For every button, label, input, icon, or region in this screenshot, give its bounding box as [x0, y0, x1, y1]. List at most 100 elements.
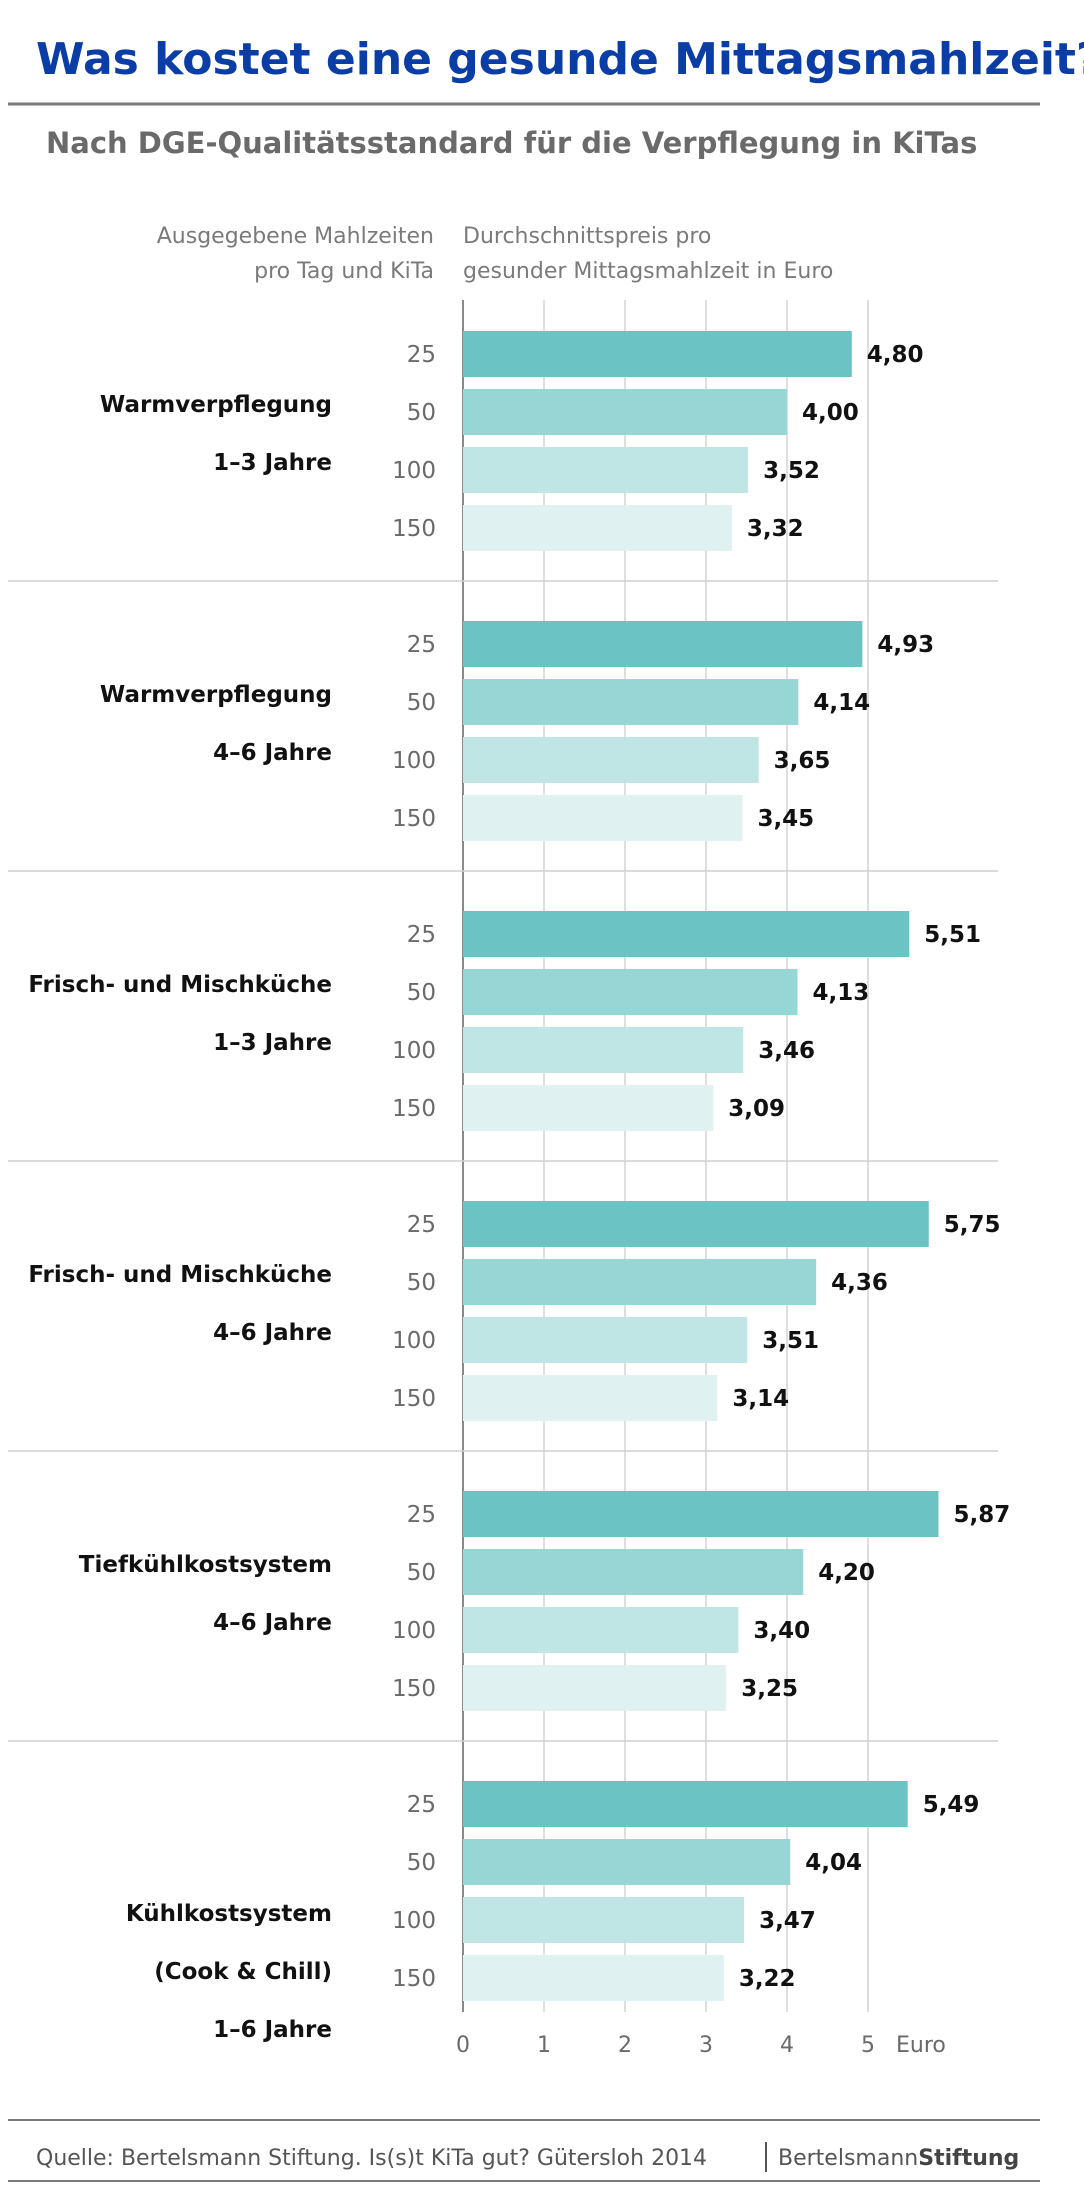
x-tick-label: 3	[699, 2033, 713, 2058]
bar	[463, 1259, 817, 1305]
bar	[463, 1897, 745, 1943]
value-label: 4,13	[813, 980, 870, 1006]
x-tick-label: 1	[537, 2033, 551, 2058]
bar	[463, 1607, 739, 1653]
x-tick-label: 4	[780, 2033, 794, 2058]
value-label: 4,93	[877, 632, 934, 658]
value-label: 3,52	[763, 458, 820, 484]
left-header-line-2: pro Tag und KiTa	[254, 259, 434, 284]
bar	[463, 1549, 804, 1595]
meals-count-label: 25	[407, 1792, 436, 1818]
group-label: Warmverpflegung	[100, 392, 332, 418]
value-label: 4,36	[831, 1270, 888, 1296]
meals-count-label: 50	[407, 690, 436, 716]
meals-count-label: 100	[392, 1908, 436, 1934]
value-label: 3,25	[741, 1676, 798, 1702]
group-label: 1–3 Jahre	[213, 450, 332, 476]
meals-count-label: 50	[407, 400, 436, 426]
group-label: 1–3 Jahre	[213, 1030, 332, 1056]
meals-count-label: 25	[407, 342, 436, 368]
bar	[463, 389, 787, 435]
bar	[463, 1491, 939, 1537]
value-label: 3,09	[728, 1096, 785, 1122]
source-text: Quelle: Bertelsmann Stiftung. Is(s)t KiT…	[36, 2146, 707, 2171]
x-axis: 0 1 2 3 4 5 Euro	[456, 2033, 946, 2058]
bar	[463, 1317, 748, 1363]
value-label: 5,87	[953, 1502, 1010, 1528]
value-label: 3,47	[759, 1908, 816, 1934]
bar	[463, 1839, 791, 1885]
meals-count-label: 50	[407, 1560, 436, 1586]
meals-count-label: 100	[392, 1328, 436, 1354]
value-label: 3,65	[774, 748, 831, 774]
bar	[463, 969, 798, 1015]
value-label: 4,00	[802, 400, 859, 426]
chart-subtitle: Nach DGE-Qualitätsstandard für die Verpf…	[46, 126, 977, 160]
right-header-line-2: gesunder Mittagsmahlzeit in Euro	[463, 259, 833, 284]
bar	[463, 621, 863, 667]
bar	[463, 1665, 727, 1711]
meals-count-label: 25	[407, 632, 436, 658]
value-label: 5,49	[923, 1792, 980, 1818]
value-label: 3,45	[757, 806, 814, 832]
group-label: (Cook & Chill)	[154, 1959, 332, 1985]
meals-count-label: 50	[407, 980, 436, 1006]
left-header-line-1: Ausgegebene Mahlzeiten	[157, 224, 434, 249]
x-tick-label: 5	[861, 2033, 875, 2058]
value-label: 4,20	[818, 1560, 875, 1586]
x-tick-label: 2	[618, 2033, 632, 2058]
bars	[463, 331, 939, 2001]
meals-count-label: 25	[407, 922, 436, 948]
bar	[463, 447, 749, 493]
value-label: 4,04	[805, 1850, 862, 1876]
meals-count-label: 150	[392, 1096, 436, 1122]
bar	[463, 505, 732, 551]
value-label: 3,40	[753, 1618, 810, 1644]
group-label: 1–6 Jahre	[213, 2017, 332, 2043]
meals-count-label: 50	[407, 1850, 436, 1876]
value-label: 5,75	[944, 1212, 1001, 1238]
meals-count-label: 150	[392, 1966, 436, 1992]
meals-count-label: 100	[392, 458, 436, 484]
x-tick-label: 0	[456, 2033, 470, 2058]
meals-count-label: 150	[392, 806, 436, 832]
meals-count-label: 100	[392, 748, 436, 774]
bar	[463, 679, 799, 725]
chart-title: Was kostet eine gesunde Mittagsmahlzeit?	[36, 34, 1084, 85]
group-label: 4–6 Jahre	[213, 1610, 332, 1636]
value-label: 3,51	[762, 1328, 819, 1354]
meals-count-label: 150	[392, 1386, 436, 1412]
group-label: Warmverpflegung	[100, 682, 332, 708]
labels: 4,80 25 4,00 50 3,52 100 3,32 150 Warmverpflegun…	[28, 342, 1010, 2043]
bar	[463, 1201, 929, 1247]
group-label: 4–6 Jahre	[213, 1320, 332, 1346]
brand-light: Bertelsmann	[778, 2146, 918, 2171]
meals-count-label: 25	[407, 1502, 436, 1528]
value-label: 4,14	[813, 690, 870, 716]
bar	[463, 1375, 718, 1421]
bar	[463, 331, 852, 377]
value-label: 3,14	[732, 1386, 789, 1412]
group-label: Tiefkühlkostsystem	[79, 1552, 332, 1578]
value-label: 5,51	[924, 922, 981, 948]
value-label: 4,80	[867, 342, 924, 368]
brand-bold: Stiftung	[918, 2146, 1019, 2171]
group-label: Kühlkostsystem	[126, 1901, 332, 1927]
group-label: 4–6 Jahre	[213, 740, 332, 766]
group-label: Frisch- und Mischküche	[28, 972, 332, 998]
gridlines	[8, 300, 998, 2012]
bar	[463, 795, 743, 841]
bar	[463, 1781, 908, 1827]
meals-count-label: 150	[392, 516, 436, 542]
meals-count-label: 100	[392, 1618, 436, 1644]
bar	[463, 737, 759, 783]
right-header-line-1: Durchschnittspreis pro	[463, 224, 711, 249]
bar	[463, 1955, 724, 2001]
meals-count-label: 150	[392, 1676, 436, 1702]
value-label: 3,46	[758, 1038, 815, 1064]
value-label: 3,22	[739, 1966, 796, 1992]
meals-count-label: 100	[392, 1038, 436, 1064]
bar	[463, 1027, 744, 1073]
x-axis-unit: Euro	[896, 2033, 946, 2058]
